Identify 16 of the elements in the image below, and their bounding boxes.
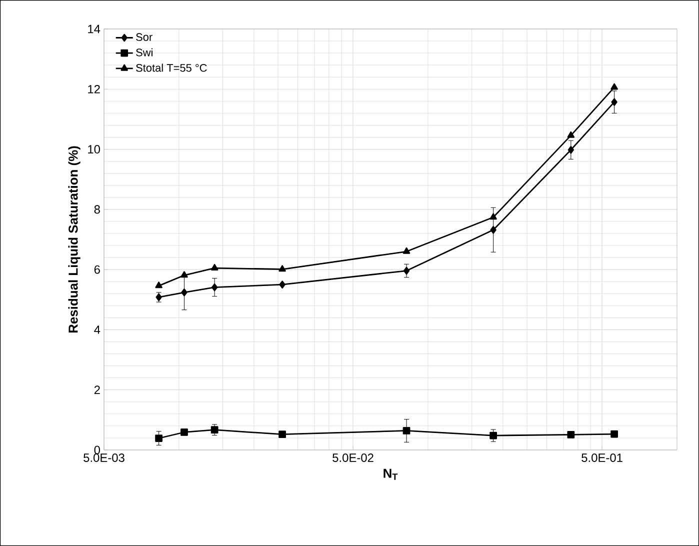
y-tick-label: 2 bbox=[94, 386, 100, 394]
x-tick-label: 5.0E-03 bbox=[84, 454, 124, 462]
y-tick-label: 4 bbox=[94, 326, 100, 334]
y-axis-title: Residual Liquid Saturation (%) bbox=[68, 146, 80, 333]
legend-label: Swi bbox=[136, 48, 152, 56]
y-tick-label: 12 bbox=[88, 84, 100, 94]
y-tick-label: 8 bbox=[94, 205, 100, 214]
legend-label: Sor bbox=[136, 33, 152, 41]
y-tick-label: 0 bbox=[94, 446, 100, 454]
x-axis-title: N$_{T}$ bbox=[384, 468, 398, 480]
y-tick-label: 10 bbox=[88, 145, 100, 154]
y-tick-label: 14 bbox=[88, 24, 100, 34]
x-tick-label: 5.0E-01 bbox=[582, 454, 622, 462]
x-tick-label: 5.0E-02 bbox=[332, 454, 374, 462]
y-tick-label: 6 bbox=[94, 265, 100, 274]
legend-label: Stotal T=55 °C bbox=[136, 64, 207, 72]
